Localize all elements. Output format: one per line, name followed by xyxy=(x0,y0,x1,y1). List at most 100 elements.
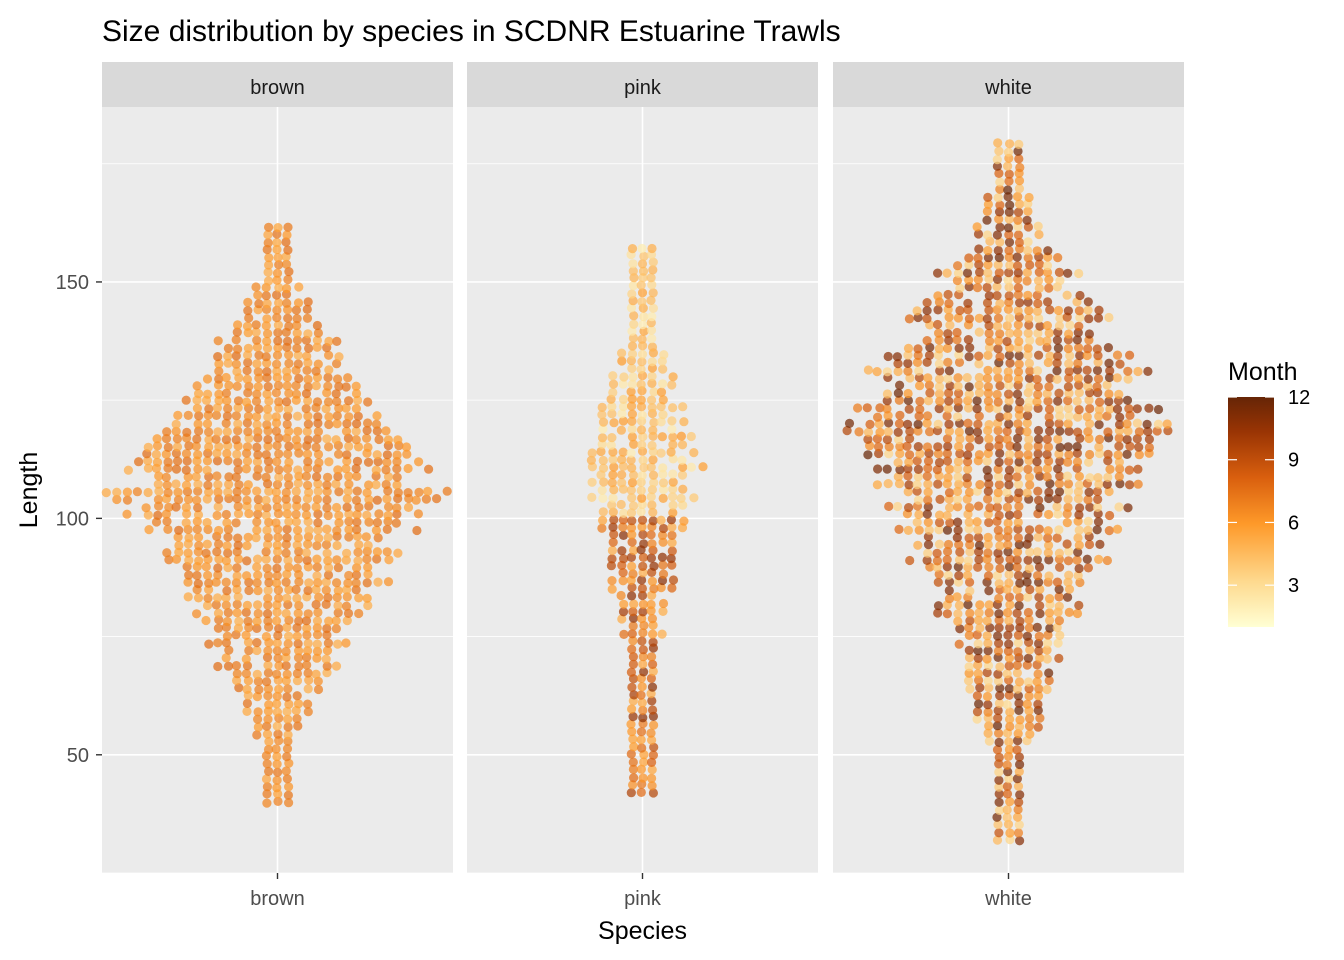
data-point xyxy=(1032,457,1042,467)
data-point xyxy=(1162,419,1172,429)
data-point xyxy=(312,653,322,663)
data-point xyxy=(994,146,1004,156)
data-point xyxy=(1012,252,1022,262)
data-point xyxy=(924,350,935,360)
data-point xyxy=(894,395,904,405)
data-point xyxy=(1023,350,1033,360)
data-point xyxy=(372,554,382,564)
data-point xyxy=(646,599,656,610)
data-point xyxy=(1094,554,1104,565)
data-point xyxy=(184,570,194,580)
data-point xyxy=(1025,366,1035,376)
data-point xyxy=(274,283,284,293)
data-point xyxy=(253,494,263,505)
data-point xyxy=(637,682,647,692)
data-point xyxy=(362,433,372,443)
data-point xyxy=(1133,366,1143,377)
data-point xyxy=(955,434,965,444)
data-point xyxy=(282,533,292,543)
data-point xyxy=(343,578,353,588)
data-point xyxy=(647,342,658,352)
data-point xyxy=(1005,714,1015,724)
data-point xyxy=(952,533,962,543)
data-point xyxy=(143,456,153,466)
data-point xyxy=(932,556,943,566)
data-point xyxy=(171,479,181,489)
data-point xyxy=(1112,350,1123,360)
data-point xyxy=(252,525,262,535)
data-point xyxy=(598,493,608,503)
data-point xyxy=(648,629,658,639)
data-point xyxy=(1074,480,1085,490)
data-point xyxy=(1015,397,1025,407)
data-point xyxy=(393,435,403,445)
data-point xyxy=(1055,471,1065,481)
data-point xyxy=(1032,555,1042,565)
data-point xyxy=(636,485,646,496)
data-point xyxy=(273,380,284,391)
data-point xyxy=(1014,336,1024,347)
data-point xyxy=(648,788,659,798)
data-point xyxy=(1055,411,1065,421)
data-point xyxy=(974,313,984,323)
data-point xyxy=(243,616,253,626)
data-point xyxy=(1074,321,1084,331)
data-point xyxy=(263,230,273,240)
data-point xyxy=(1052,335,1062,345)
data-point xyxy=(193,479,203,489)
data-point xyxy=(983,246,993,256)
data-point xyxy=(994,782,1004,792)
data-point xyxy=(332,578,342,588)
data-point xyxy=(638,645,648,655)
data-point xyxy=(392,450,402,460)
data-point xyxy=(194,532,204,542)
data-point xyxy=(154,501,164,511)
data-point xyxy=(1035,321,1045,331)
data-point xyxy=(994,207,1005,217)
data-point xyxy=(192,609,202,619)
legend-label: 6 xyxy=(1288,512,1299,534)
data-point xyxy=(202,374,213,384)
data-point xyxy=(214,359,224,369)
data-point xyxy=(952,494,963,504)
data-point xyxy=(252,578,262,588)
data-point xyxy=(649,478,659,488)
data-point xyxy=(954,540,964,550)
data-point xyxy=(895,380,905,390)
data-point xyxy=(1034,283,1044,293)
data-point xyxy=(264,766,274,777)
data-point xyxy=(281,548,291,558)
data-point xyxy=(944,388,954,398)
data-point xyxy=(975,600,985,610)
data-point xyxy=(283,222,293,232)
data-point xyxy=(943,539,954,550)
data-point xyxy=(658,606,668,617)
data-point xyxy=(1025,645,1035,655)
data-point xyxy=(1012,472,1022,482)
data-point xyxy=(262,782,272,792)
data-point xyxy=(1082,365,1092,375)
data-point xyxy=(112,487,122,497)
data-point xyxy=(1144,403,1154,413)
data-point xyxy=(1063,306,1073,316)
data-point xyxy=(192,524,202,534)
data-point xyxy=(1015,298,1025,308)
data-point xyxy=(1003,373,1013,383)
data-point xyxy=(905,555,915,566)
data-point xyxy=(964,524,974,534)
data-point xyxy=(213,638,223,648)
data-point xyxy=(1053,343,1063,353)
data-point xyxy=(284,441,294,451)
data-point xyxy=(943,404,953,414)
data-point xyxy=(311,366,321,376)
data-point xyxy=(934,359,945,369)
data-point xyxy=(1014,722,1025,732)
data-point xyxy=(274,298,284,308)
data-point xyxy=(1003,147,1014,157)
data-point xyxy=(261,321,271,331)
data-point xyxy=(224,472,234,482)
data-point xyxy=(283,336,293,346)
data-point xyxy=(363,600,373,611)
data-point xyxy=(322,630,332,640)
